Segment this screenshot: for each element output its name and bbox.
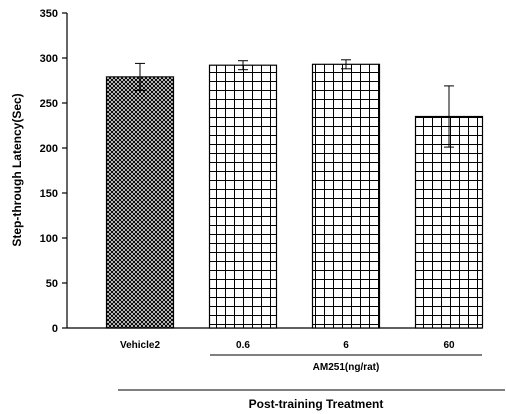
bars [105,63,484,329]
category-label: 60 [443,340,455,351]
y-tick-label: 50 [46,278,58,290]
y-tick-label: 0 [52,323,58,335]
bar [311,63,381,329]
y-tick-label: 300 [40,53,58,65]
category-label: Vehicle2 [120,340,160,351]
group-label: AM251(ng/rat) [313,362,380,373]
y-ticks: 0 50 100 150 200 250 300 350 [40,8,67,335]
category-label: 0.6 [236,340,250,351]
bar [414,115,484,329]
bar [105,76,175,329]
error-bars [135,59,454,148]
y-tick-label: 250 [40,98,58,110]
y-tick-label: 150 [40,188,58,200]
y-tick-label: 100 [40,233,58,245]
bar [208,64,278,329]
category-label: 6 [343,340,349,351]
y-tick-label: 200 [40,143,58,155]
y-axis-title: Step-through Latency(Sec) [10,93,24,246]
x-axis-title: Post-training Treatment [249,397,384,411]
category-labels: Vehicle2 0.6 6 60 [120,340,455,351]
y-tick-label: 350 [40,8,58,20]
